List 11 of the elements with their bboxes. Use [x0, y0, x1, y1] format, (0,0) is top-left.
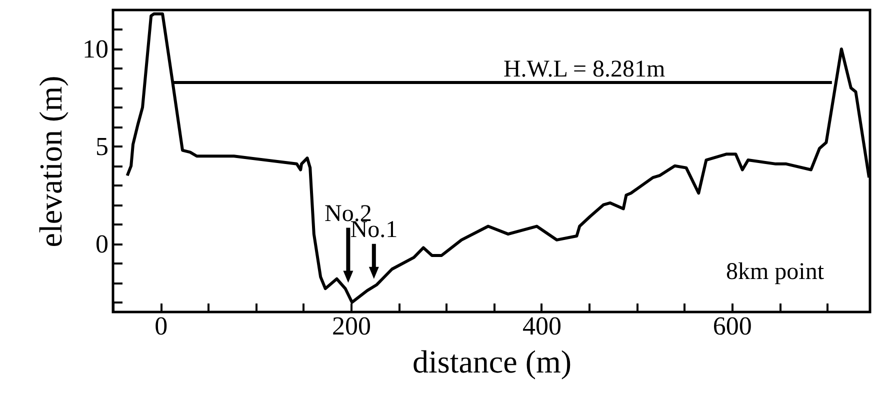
annotation: 8km point	[726, 259, 824, 285]
x-tick-label: 600	[712, 312, 752, 340]
x-tick-label: 400	[522, 312, 562, 340]
x-tick-label: 200	[332, 312, 372, 340]
y-tick-label: 0	[96, 229, 108, 258]
x-tick-label: 0	[154, 312, 168, 340]
y-tick-label: 5	[96, 132, 108, 161]
y-tick-label: 10	[82, 34, 108, 64]
x-axis-title: distance (m)	[412, 344, 572, 380]
y-axis-title: elevation (m)	[32, 76, 68, 248]
annotation: H.W.L = 8.281m	[503, 56, 666, 82]
